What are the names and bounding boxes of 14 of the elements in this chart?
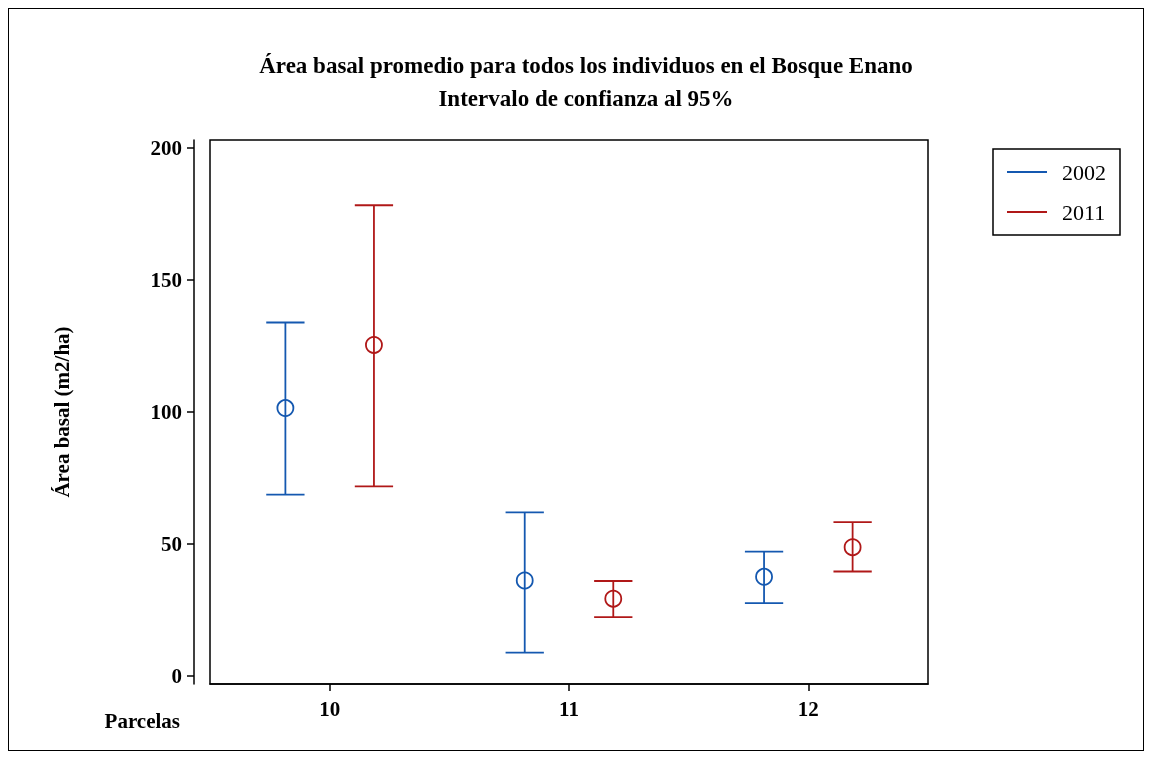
y-tick-label: 100 (150, 400, 182, 424)
x-tick-label: 10 (319, 696, 341, 721)
chart-subtitle: Intervalo de confianza al 95% (438, 86, 734, 111)
y-axis-title: Área basal (m2/ha) (49, 326, 74, 498)
legend-label: 2011 (1062, 199, 1106, 225)
legend-label: 2002 (1062, 159, 1106, 185)
x-axis-title: Parcelas (104, 708, 180, 733)
chart-title: Área basal promedio para todos los individuos en el Bosque Enano (259, 53, 913, 78)
y-tick-label: 200 (150, 135, 182, 160)
x-tick-label: 12 (797, 696, 819, 721)
x-tick-label: 11 (559, 696, 579, 721)
y-tick-label: 0 (171, 664, 182, 689)
y-tick-label: 50 (161, 532, 182, 557)
y-tick-label: 150 (150, 267, 182, 292)
